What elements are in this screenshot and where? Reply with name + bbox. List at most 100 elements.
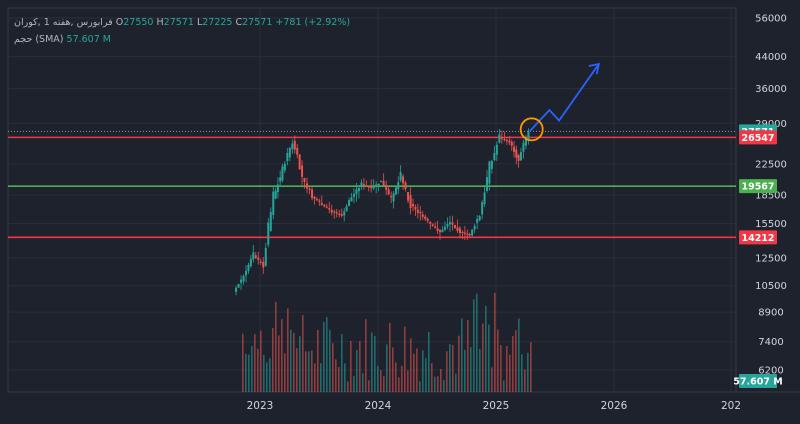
legend-volume-value: 57.607 M [66, 34, 111, 45]
candle-body [490, 160, 493, 169]
volume-bar [422, 350, 424, 392]
candle-body [365, 185, 368, 187]
candle-body [416, 209, 419, 213]
volume-bar [467, 319, 469, 392]
candle-body [308, 188, 311, 190]
volume-bar [407, 370, 409, 392]
price-marker-box [739, 130, 777, 145]
volume-bar [491, 367, 493, 392]
candle-body [301, 165, 304, 177]
legend-high-label: H [156, 17, 164, 28]
candle-body [372, 186, 375, 189]
candle-body [434, 226, 437, 228]
candle-body [493, 152, 496, 161]
candle-body [318, 200, 321, 202]
legend-price-row: فرابورس ,هفته 1 ,کوران O27550 H27571 L27… [14, 14, 350, 31]
candle-body [397, 182, 400, 190]
volume-bar [440, 368, 442, 392]
candle-body [522, 142, 525, 152]
candle-body [247, 264, 250, 272]
volume-bar [299, 336, 301, 392]
volume-bar [308, 351, 310, 392]
y-tick-label: 8900 [758, 308, 783, 319]
volume-bar [518, 318, 520, 392]
candle-body [513, 146, 516, 152]
candle-body [481, 202, 484, 215]
volume-bar [413, 353, 415, 392]
volume-bar [290, 329, 292, 392]
volume-bar [470, 347, 472, 392]
candle-body [291, 143, 294, 150]
candle-body [471, 229, 474, 236]
volume-bar [455, 373, 457, 392]
volume-bar [245, 353, 247, 392]
candle-body [451, 222, 454, 225]
volume-bar [389, 322, 391, 392]
volume-bar [380, 370, 382, 392]
candle-body [426, 218, 429, 221]
volume-bar [350, 340, 352, 392]
candle-body [274, 190, 277, 199]
candle-body [468, 233, 471, 236]
volume-bar [512, 335, 514, 392]
volume-bar [464, 349, 466, 392]
candle-body [508, 140, 511, 143]
candle-body [367, 186, 370, 188]
candle-body [323, 204, 326, 207]
candle-body [515, 149, 518, 158]
candle-body [340, 214, 343, 216]
y-tick-label: 44000 [755, 52, 787, 63]
volume-bar [374, 335, 376, 392]
candle-body [281, 166, 284, 181]
candle-body [355, 189, 358, 195]
legend-high: 27571 [163, 17, 194, 28]
volume-bar [317, 329, 319, 392]
candle-body [458, 228, 461, 234]
volume-bar [242, 333, 244, 392]
volume-bar [488, 324, 490, 392]
candle-body [343, 211, 346, 216]
volume-bar [449, 344, 451, 392]
legend-low-label: L [196, 17, 203, 28]
x-tick-label: 202 [721, 400, 741, 412]
volume-bar [401, 365, 403, 392]
y-tick-label: 7400 [758, 337, 783, 348]
candle-body [446, 224, 449, 227]
candle-body [473, 226, 476, 230]
volume-bar [383, 376, 385, 392]
volume-bar [416, 348, 418, 392]
candle-body [500, 137, 503, 139]
volume-bar [338, 366, 340, 392]
y-tick-label: 6200 [758, 366, 783, 377]
candle-body [443, 226, 446, 230]
volume-bar [503, 380, 505, 392]
chart-legend: فرابورس ,هفته 1 ,کوران O27550 H27571 L27… [14, 14, 350, 48]
candle-body [419, 212, 422, 214]
candle-body [333, 211, 336, 213]
candle-body [402, 176, 405, 184]
highlight-circle [519, 117, 544, 142]
volume-bar [323, 321, 325, 392]
volume-bar [347, 381, 349, 392]
y-tick-label: 29000 [755, 119, 787, 130]
x-tick-label: 2024 [365, 400, 392, 412]
candle-body [286, 153, 289, 161]
volume-bar [437, 376, 439, 392]
candle-body [235, 287, 238, 292]
legend-close: 27571 [242, 17, 273, 28]
candle-body [483, 192, 486, 205]
y-tick-label: 56000 [755, 14, 787, 25]
candle-body [313, 196, 316, 199]
candle-body [441, 229, 444, 232]
candle-body [429, 221, 432, 224]
candle-body [257, 257, 260, 260]
volume-bar [269, 358, 271, 392]
volume-bar [335, 359, 337, 392]
candle-body [264, 247, 267, 266]
candle-body [407, 191, 410, 201]
legend-volume-row: حجم (SMA) 57.607 M [14, 31, 350, 48]
volume-bar [329, 329, 331, 392]
candle-body [431, 224, 434, 226]
